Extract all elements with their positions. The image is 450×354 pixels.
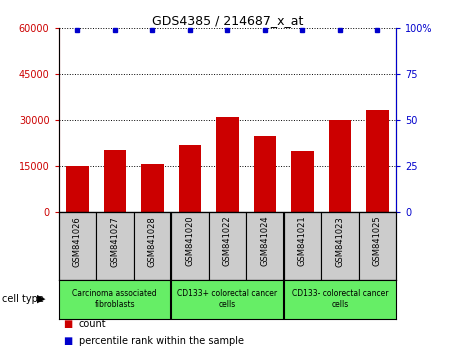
Text: Carcinoma associated
fibroblasts: Carcinoma associated fibroblasts — [72, 290, 157, 309]
Text: GSM841022: GSM841022 — [223, 216, 232, 267]
Bar — [104, 149, 126, 212]
Text: GSM841021: GSM841021 — [298, 216, 307, 267]
Title: GDS4385 / 214687_x_at: GDS4385 / 214687_x_at — [152, 14, 303, 27]
Bar — [359, 212, 396, 280]
Bar — [66, 166, 89, 212]
Bar — [134, 212, 171, 280]
Text: GSM841024: GSM841024 — [260, 216, 269, 267]
Text: GSM841023: GSM841023 — [335, 216, 344, 267]
Bar — [216, 117, 239, 212]
Bar — [253, 136, 276, 212]
Bar — [284, 212, 321, 280]
Text: ■: ■ — [63, 336, 72, 346]
Bar — [246, 212, 284, 280]
Bar — [208, 212, 246, 280]
Bar — [141, 164, 163, 212]
Text: GSM841020: GSM841020 — [185, 216, 194, 267]
Bar — [366, 110, 388, 212]
Text: ■: ■ — [63, 319, 72, 329]
Bar — [96, 212, 134, 280]
Text: GSM841026: GSM841026 — [73, 216, 82, 267]
Bar — [328, 120, 351, 212]
Bar — [179, 145, 201, 212]
Bar — [291, 151, 314, 212]
Bar — [58, 212, 96, 280]
Bar — [171, 212, 208, 280]
Text: GSM841028: GSM841028 — [148, 216, 157, 267]
Text: count: count — [79, 319, 106, 329]
Text: GSM841027: GSM841027 — [110, 216, 119, 267]
Bar — [321, 212, 359, 280]
Text: CD133- colorectal cancer
cells: CD133- colorectal cancer cells — [292, 290, 388, 309]
Text: cell type: cell type — [2, 294, 44, 304]
Text: CD133+ colorectal cancer
cells: CD133+ colorectal cancer cells — [177, 290, 277, 309]
Text: percentile rank within the sample: percentile rank within the sample — [79, 336, 244, 346]
Text: GSM841025: GSM841025 — [373, 216, 382, 267]
Text: ▶: ▶ — [37, 294, 46, 304]
